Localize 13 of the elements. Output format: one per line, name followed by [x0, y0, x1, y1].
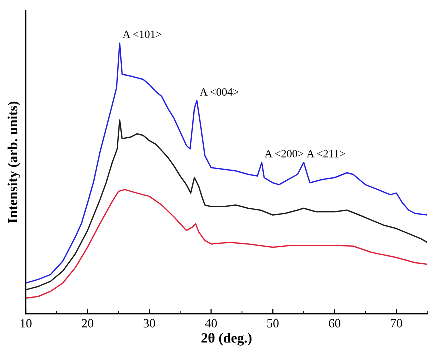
x-tick-label: 40: [205, 319, 218, 328]
annotation: A <101>: [122, 30, 162, 38]
annotation: A <200>: [264, 150, 304, 158]
x-tick-label: 70: [391, 319, 402, 328]
x-tick-label: 10: [20, 319, 32, 328]
x-tick-label: 60: [329, 319, 341, 328]
x-tick-label: 20: [82, 319, 94, 328]
x-axis-title: 2θ (deg.): [202, 333, 252, 346]
annotation: A <211>: [306, 150, 346, 158]
x-tick-label: 50: [268, 319, 279, 328]
y-axis-title: Intensity (arb. units): [8, 102, 20, 224]
annotation: A <004>: [200, 88, 239, 96]
x-tick-label: 30: [144, 319, 156, 328]
